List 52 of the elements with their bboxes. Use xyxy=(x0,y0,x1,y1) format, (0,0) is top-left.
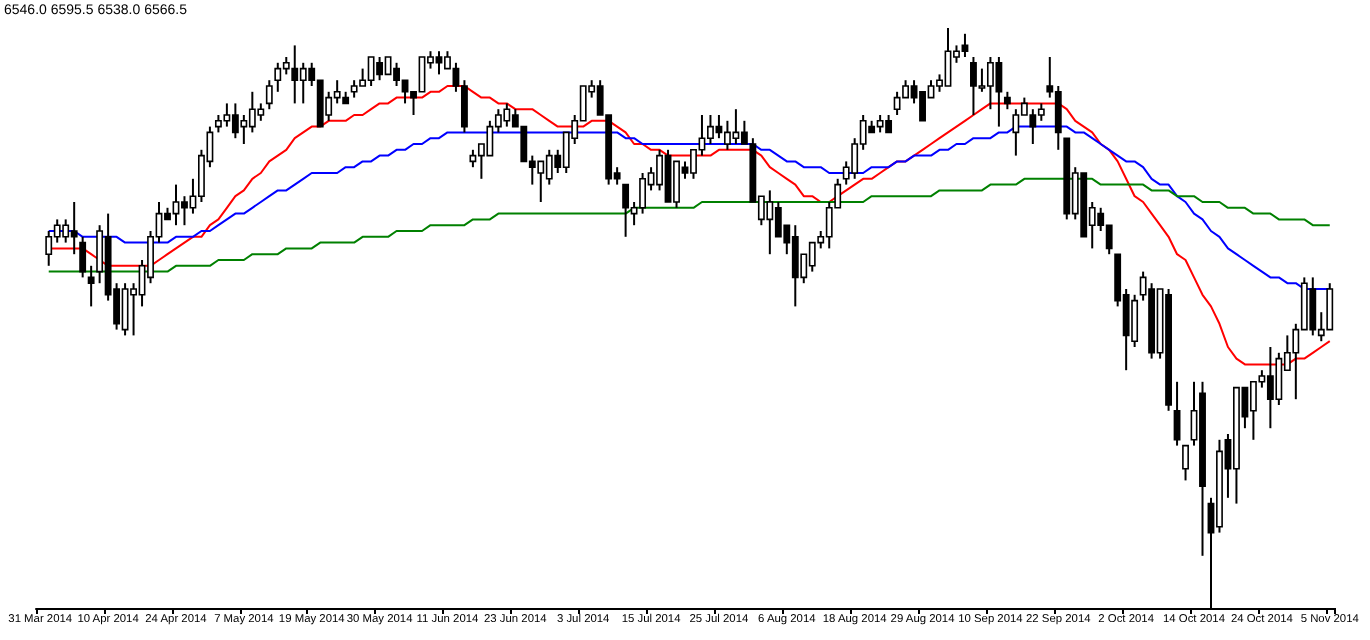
candlestick xyxy=(87,264,95,308)
candlestick xyxy=(986,56,994,111)
candlestick xyxy=(1012,108,1020,157)
candlestick xyxy=(622,183,630,238)
candlestick xyxy=(774,201,782,238)
candlestick xyxy=(1326,282,1334,331)
candlestick xyxy=(978,67,986,93)
candlestick xyxy=(766,189,774,256)
candlestick xyxy=(1054,85,1062,151)
candlestick xyxy=(79,235,87,279)
candlestick xyxy=(732,108,740,145)
candlestick xyxy=(970,56,977,116)
candlestick xyxy=(1173,380,1181,447)
candlestick xyxy=(70,201,78,256)
candlestick xyxy=(723,119,731,151)
candlestick xyxy=(367,56,375,87)
candlestick xyxy=(919,91,926,122)
candlestick xyxy=(944,27,952,87)
candlestick xyxy=(45,230,53,267)
candlestick xyxy=(240,114,248,145)
candlestick xyxy=(121,282,129,337)
candlestick xyxy=(435,50,443,76)
candlestick xyxy=(486,119,494,157)
candlestick xyxy=(537,160,545,203)
candlestick xyxy=(707,114,714,145)
candlestick xyxy=(265,79,273,111)
candlestick xyxy=(1275,351,1283,406)
candlestick xyxy=(62,218,70,244)
candlestick xyxy=(808,241,816,273)
candlestick xyxy=(1131,293,1139,348)
candlestick xyxy=(639,172,647,215)
candlestick xyxy=(1029,108,1037,145)
candlestick xyxy=(673,160,680,209)
candlestick xyxy=(791,224,799,308)
candlestick xyxy=(545,148,553,186)
candlestick xyxy=(393,61,400,87)
candlestick xyxy=(1249,380,1257,441)
candlestick xyxy=(248,90,256,134)
candlestick xyxy=(418,56,426,93)
candlestick xyxy=(231,102,239,140)
candlestick xyxy=(1266,346,1274,430)
candlestick xyxy=(995,56,1003,128)
candlestick xyxy=(291,44,299,105)
candlestick xyxy=(181,195,188,227)
candlestick xyxy=(223,102,231,128)
candlestick xyxy=(893,90,901,116)
candlestick xyxy=(503,102,511,128)
candlestick xyxy=(1309,276,1317,337)
candlestick xyxy=(299,61,307,105)
candlestick xyxy=(274,61,282,93)
candlestick xyxy=(1182,444,1189,482)
candlestick xyxy=(376,56,384,82)
